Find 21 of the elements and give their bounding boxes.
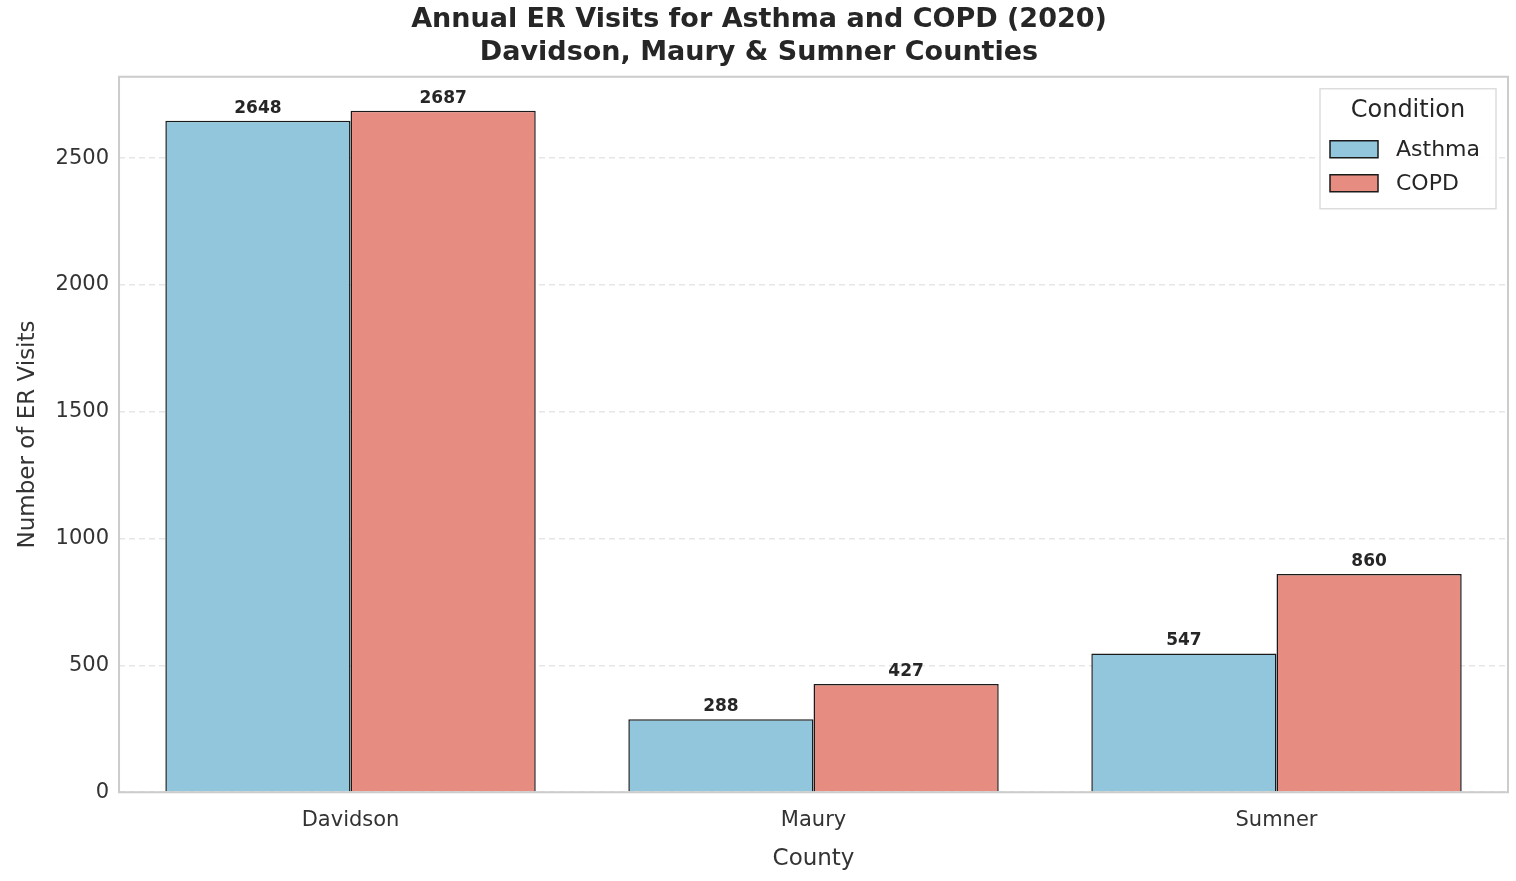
chart-title: Annual ER Visits for Asthma and COPD (2020) Davidson, Maury & Sumner Counties [411, 2, 1107, 66]
data-label: 547 [1166, 629, 1202, 650]
y-tick-label: 1500 [55, 398, 110, 423]
data-label: 2648 [234, 96, 282, 117]
x-tick-label: Davidson [301, 807, 400, 832]
y-tick-label: 1000 [55, 525, 110, 550]
x-tick-label: Sumner [1235, 807, 1318, 832]
data-label: 2687 [419, 86, 467, 107]
x-axis-title: County [772, 844, 855, 871]
y-tick-label: 0 [95, 778, 110, 803]
y-tick-label: 2500 [55, 144, 110, 169]
y-tick-label: 500 [68, 651, 110, 676]
data-label: 427 [888, 659, 924, 680]
data-label: 860 [1351, 550, 1388, 571]
data-label: 288 [703, 695, 739, 716]
legend-title: Condition [1350, 95, 1466, 124]
legend-label: Asthma [1396, 135, 1481, 161]
legend-label: COPD [1396, 169, 1459, 195]
y-tick-label: 2000 [55, 271, 110, 296]
x-tick-label: Maury [780, 807, 847, 832]
y-axis-title: Number of ER Visits [12, 320, 39, 549]
